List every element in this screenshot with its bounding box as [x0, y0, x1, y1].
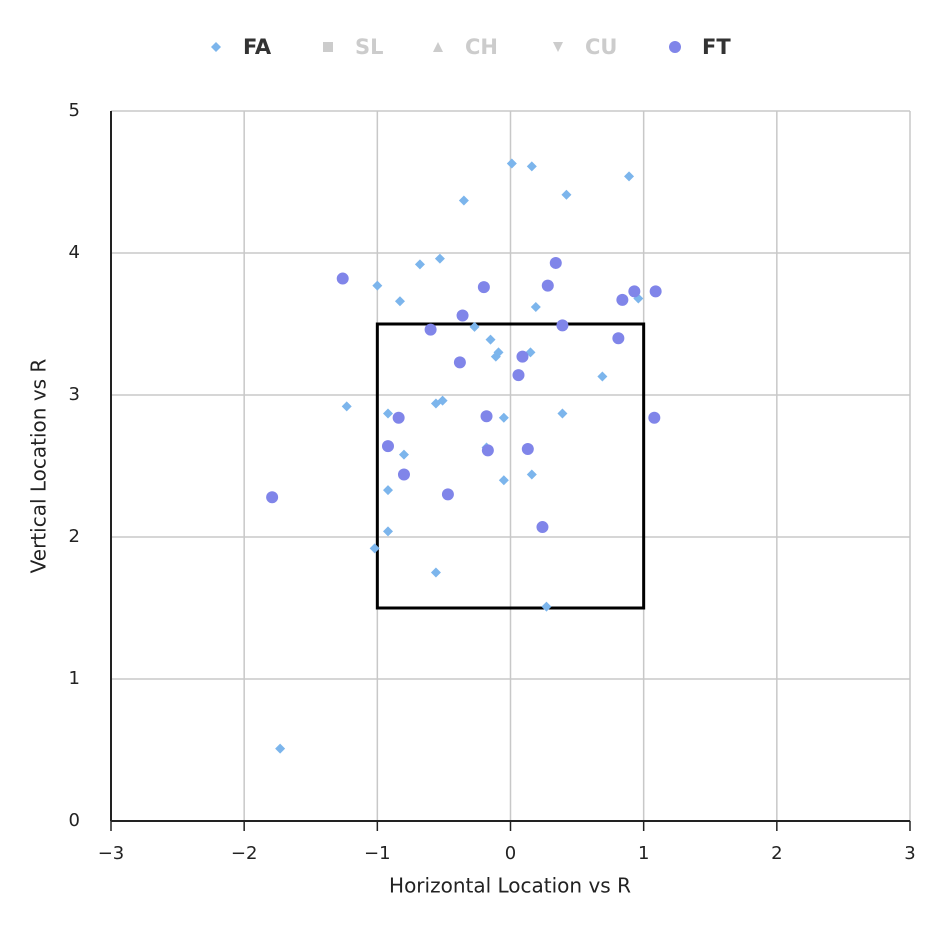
- point: [453, 356, 466, 369]
- legend-marker: [323, 42, 333, 52]
- point: [549, 256, 562, 269]
- point: [469, 321, 480, 332]
- legend-label[interactable]: CH: [465, 35, 498, 59]
- point: [456, 309, 469, 322]
- point: [485, 334, 496, 345]
- point: [521, 442, 534, 455]
- point: [628, 285, 641, 298]
- point: [512, 369, 525, 382]
- point: [369, 543, 380, 554]
- point: [526, 161, 537, 172]
- legend-marker: [553, 42, 563, 52]
- point: [381, 440, 394, 453]
- y-axis-title: Vertical Location vs R: [27, 359, 51, 574]
- y-tick-label: 2: [69, 526, 80, 547]
- y-tick-label: 5: [69, 100, 80, 121]
- point: [397, 468, 410, 481]
- point: [372, 280, 383, 291]
- point: [437, 395, 448, 406]
- point: [382, 408, 393, 419]
- point: [398, 449, 409, 460]
- point: [266, 491, 279, 504]
- point: [458, 195, 469, 206]
- point: [441, 488, 454, 501]
- x-tick-label: 1: [638, 843, 649, 864]
- y-tick-label: 1: [69, 668, 80, 689]
- point: [536, 521, 549, 534]
- point: [597, 371, 608, 382]
- legend-marker: [433, 42, 443, 52]
- y-tick-label: 3: [69, 384, 80, 405]
- legend-label[interactable]: CU: [585, 35, 617, 59]
- point: [541, 601, 552, 612]
- x-tick-label: −2: [231, 843, 258, 864]
- point: [382, 485, 393, 496]
- point: [275, 743, 286, 754]
- point: [490, 351, 501, 362]
- legend-marker: [211, 42, 221, 52]
- point: [394, 296, 405, 307]
- point: [424, 323, 437, 336]
- point: [616, 293, 629, 306]
- point: [382, 526, 393, 537]
- y-tick-label: 4: [69, 242, 80, 263]
- point: [392, 411, 405, 424]
- point: [434, 253, 445, 264]
- x-tick-label: −1: [364, 843, 391, 864]
- point: [336, 272, 349, 285]
- x-tick-label: −3: [98, 843, 125, 864]
- x-tick-label: 0: [505, 843, 516, 864]
- point: [481, 444, 494, 457]
- point: [430, 567, 441, 578]
- point: [506, 158, 517, 169]
- point: [556, 319, 569, 332]
- point: [561, 189, 572, 200]
- legend-label[interactable]: FT: [702, 35, 731, 59]
- point: [557, 408, 568, 419]
- legend-label[interactable]: SL: [355, 35, 384, 59]
- point: [480, 410, 493, 423]
- point: [530, 301, 541, 312]
- x-tick-label: 3: [904, 843, 915, 864]
- point: [341, 401, 352, 412]
- y-tick-label: 0: [69, 810, 80, 831]
- point: [516, 350, 529, 363]
- point: [648, 411, 661, 424]
- x-axis-title: Horizontal Location vs R: [389, 874, 631, 898]
- point: [414, 259, 425, 270]
- point: [541, 279, 554, 292]
- legend-label[interactable]: FA: [243, 35, 272, 59]
- point: [624, 171, 635, 182]
- point: [477, 281, 490, 294]
- x-tick-label: 2: [771, 843, 782, 864]
- point: [498, 412, 509, 423]
- point: [498, 475, 509, 486]
- legend-marker: [669, 41, 681, 53]
- strike-zone: [375, 322, 646, 610]
- point: [612, 332, 625, 345]
- point: [526, 469, 537, 480]
- point: [649, 285, 662, 298]
